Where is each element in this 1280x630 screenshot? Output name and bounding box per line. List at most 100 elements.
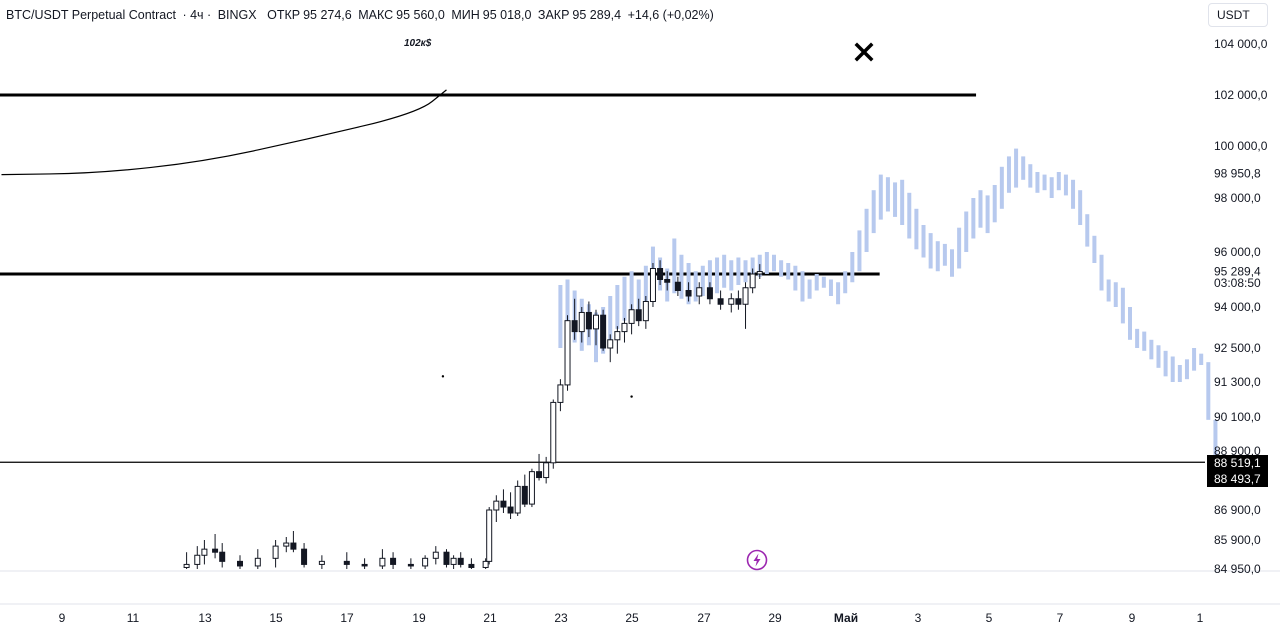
- projection-bar-56: [957, 227, 962, 269]
- candle-body-47: [649, 268, 656, 302]
- candle-body-7: [272, 545, 279, 559]
- candle-5: [237, 555, 243, 569]
- time-axis-label-5: 19: [412, 611, 426, 625]
- candle-body-19: [443, 551, 450, 565]
- candle-39: [593, 309, 599, 346]
- projection-bar-49: [907, 192, 912, 239]
- price-axis-label-1: 102 000,0: [1214, 88, 1268, 102]
- close-label: ЗАКР: [537, 8, 570, 22]
- projection-bar-79: [1120, 287, 1125, 324]
- price-axis-label-5: 96 000,0: [1214, 245, 1261, 259]
- candle-18: [432, 546, 439, 565]
- candle-55: [728, 293, 735, 313]
- candle-28: [514, 480, 521, 516]
- time-axis[interactable]: 9 11 13 15 17 19 21 23 25 27 29 Май 3 5 7 9 1: [59, 611, 1204, 625]
- candle-body-13: [361, 563, 368, 567]
- candle-54: [717, 290, 724, 310]
- arc-drawing: [1, 89, 447, 176]
- candle-34: [557, 379, 564, 412]
- price-axis-label-2: 100 000,0: [1214, 139, 1268, 153]
- projection-bar-85: [1163, 350, 1168, 377]
- candle-body-11: [318, 560, 325, 565]
- candle-36: [571, 298, 578, 340]
- candle-body-44: [628, 309, 635, 324]
- projection-bar-72: [1071, 179, 1076, 209]
- price-tag-label-1: 88 493,7: [1214, 472, 1261, 486]
- candle-47: [649, 263, 656, 307]
- currency-button[interactable]: USDT: [1208, 3, 1268, 27]
- price-axis-label-12: 88 900,0: [1214, 444, 1261, 458]
- candle-9: [290, 531, 297, 553]
- projection-bar-16: [672, 238, 677, 294]
- low-label: МИН: [451, 8, 480, 22]
- candle-46: [642, 296, 649, 329]
- projection-bar-88: [1184, 359, 1189, 380]
- candle-body-25: [493, 500, 500, 511]
- time-axis-label-9: 27: [697, 611, 711, 625]
- candle-body-15: [390, 557, 397, 565]
- time-axis-label-12: 3: [915, 611, 922, 625]
- projection-bar-44: [871, 190, 876, 234]
- candle-43: [621, 317, 628, 343]
- dot-markers: [441, 375, 633, 398]
- candle-26: [500, 489, 507, 513]
- projection-bar-34: [800, 271, 805, 302]
- projection-bar-21: [707, 260, 712, 299]
- lightning-bolt-icon[interactable]: [746, 549, 768, 571]
- projection-bar-64: [1014, 148, 1019, 188]
- candle-body-35: [564, 320, 571, 386]
- candle-44: [628, 304, 635, 335]
- candle-11: [318, 555, 325, 569]
- candle-22: [468, 558, 475, 569]
- candle-body-45: [635, 309, 642, 322]
- projection-bars: [558, 148, 1218, 469]
- projection-bar-11: [636, 279, 641, 318]
- candle-body-27: [507, 506, 514, 514]
- candle-24: [486, 507, 493, 565]
- projection-bar-67: [1035, 172, 1040, 193]
- projection-bar-7: [608, 296, 613, 340]
- price-axis-label-0: 104 000,0: [1214, 37, 1268, 51]
- candle-52: [696, 282, 703, 305]
- arc-path: [1, 89, 447, 176]
- candle-0: [183, 552, 190, 569]
- projection-bar-87: [1177, 365, 1182, 382]
- candle-body-16: [407, 563, 414, 567]
- high-label: МАКС: [358, 8, 394, 22]
- candle-body-41: [607, 339, 614, 349]
- projection-bar-30: [772, 254, 776, 272]
- candle-50: [674, 276, 681, 296]
- candle-body-21: [457, 557, 464, 565]
- candle-16: [407, 558, 414, 569]
- candle-body-10: [301, 548, 308, 565]
- price-axis-label-3: 98 950,8: [1214, 166, 1261, 180]
- price-axis[interactable]: 104 000,0 102 000,0 100 000,0 98 950,8 98 00…: [1214, 37, 1268, 576]
- close-icon[interactable]: [852, 40, 876, 64]
- candle-body-22: [468, 563, 475, 568]
- candle-body-53: [706, 287, 713, 300]
- projection-bar-92: [1213, 419, 1218, 469]
- time-axis-label-3: 15: [269, 611, 283, 625]
- candle-body-8: [283, 542, 290, 547]
- projection-bar-37: [821, 276, 826, 288]
- projection-bar-73: [1078, 190, 1083, 225]
- projection-bar-82: [1142, 331, 1147, 351]
- symbol-name[interactable]: BTC/USDT Perpetual Contract: [6, 8, 176, 22]
- candle-14: [379, 549, 386, 569]
- dot-marker-0: [441, 375, 445, 378]
- candle-40: [600, 309, 607, 351]
- candle-body-54: [717, 298, 724, 305]
- projection-bar-58: [971, 198, 976, 239]
- projection-bar-1: [565, 279, 570, 335]
- projection-bar-47: [893, 182, 898, 217]
- symbol-legend[interactable]: BTC/USDT Perpetual Contract · 4ч · BINGX…: [6, 6, 717, 24]
- annotation-label[interactable]: 102к$: [404, 38, 432, 49]
- time-axis-label-14: 7: [1057, 611, 1064, 625]
- candle-23: [482, 558, 489, 569]
- candle-56: [735, 290, 742, 310]
- candle-body-43: [621, 322, 628, 333]
- candle-body-55: [728, 298, 735, 305]
- price-axis-label-9: 92 500,0: [1214, 341, 1261, 355]
- candle-body-26: [500, 500, 507, 508]
